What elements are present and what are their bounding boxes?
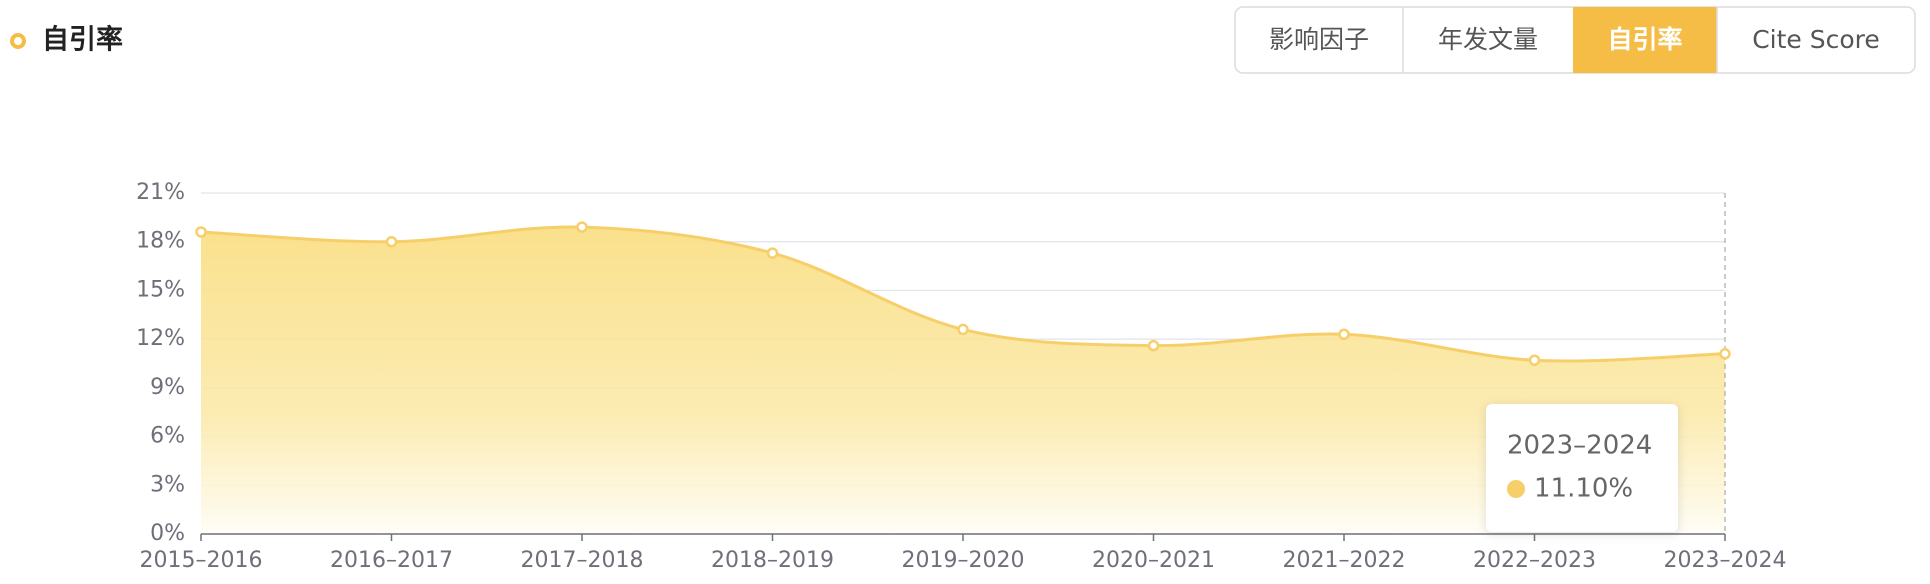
- tooltip-dot: [1507, 480, 1525, 498]
- page-title: 自引率: [42, 24, 123, 56]
- y-tick-label: 6%: [150, 424, 185, 449]
- tab[interactable]: 自引率: [1607, 25, 1682, 54]
- x-tick-label: 2021–2022: [1283, 548, 1406, 573]
- point: [385, 235, 398, 248]
- x-tick-label: 2019–2020: [902, 548, 1025, 573]
- tabs: 影响因子 年发文量 自引率 Cite Score: [1234, 6, 1916, 74]
- title-dot: [10, 33, 26, 49]
- y-tick-label: 3%: [150, 472, 185, 497]
- y-tick-label: 21%: [136, 180, 185, 205]
- point: [1719, 348, 1731, 360]
- tooltip-title: 2023–2024: [1507, 431, 1652, 461]
- tooltip: [1486, 404, 1678, 532]
- tab-active-bg: [1573, 7, 1717, 73]
- x-tick-label: 2020–2021: [1092, 548, 1215, 573]
- point: [766, 247, 779, 259]
- x-tick-label: 2017–2018: [521, 548, 644, 573]
- tab[interactable]: Cite Score: [1752, 25, 1880, 54]
- tab[interactable]: 影响因子: [1269, 25, 1369, 54]
- tooltip-value: 11.10%: [1534, 474, 1633, 504]
- y-tick-label: 9%: [150, 375, 185, 400]
- point: [576, 221, 588, 233]
- point: [195, 226, 207, 238]
- y-tick-label: 18%: [136, 229, 185, 254]
- y-tick-label: 15%: [136, 277, 185, 302]
- x-tick-label: 2023–2024: [1664, 548, 1787, 573]
- area: [201, 226, 1725, 534]
- point: [1147, 339, 1160, 352]
- x-tick-label: 2022–2023: [1473, 548, 1596, 573]
- x-tick-label: 2015–2016: [140, 548, 263, 573]
- point: [1528, 354, 1541, 367]
- y-tick-label: 0%: [150, 521, 185, 546]
- point: [957, 323, 969, 336]
- tab[interactable]: 年发文量: [1438, 25, 1538, 54]
- x-tick-label: 2018–2019: [711, 548, 834, 573]
- y-tick-label: 12%: [136, 326, 185, 351]
- x-tick-label: 2016–2017: [330, 548, 453, 573]
- point: [1338, 328, 1350, 341]
